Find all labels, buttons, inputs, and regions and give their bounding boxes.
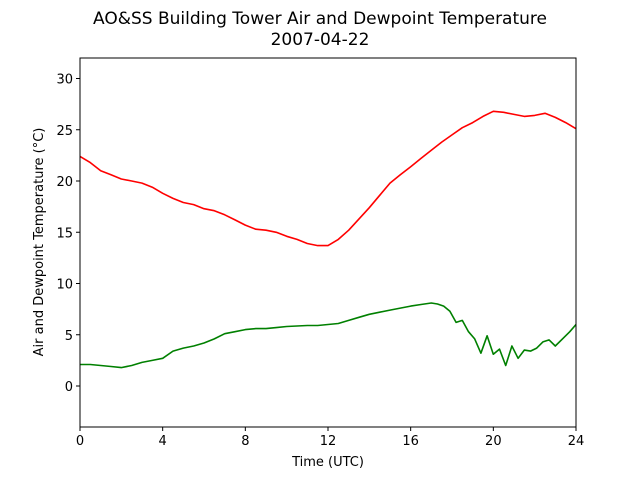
y-tick-label: 5 — [65, 329, 73, 344]
y-tick-label: 20 — [56, 175, 73, 190]
y-tick-label: 30 — [56, 73, 73, 88]
x-tick-label: 8 — [241, 434, 249, 449]
series-line-1 — [79, 110, 577, 247]
x-tick-label: 0 — [76, 434, 84, 449]
x-axis: 0 4 8 12 16 20 24 — [76, 427, 584, 449]
plot-area — [79, 110, 577, 369]
x-tick-label: 24 — [568, 434, 585, 449]
x-tick-label: 12 — [320, 434, 337, 449]
y-tick-label: 0 — [65, 380, 73, 395]
x-axis-label: Time (UTC) — [291, 455, 364, 470]
series-line-2 — [80, 302, 577, 369]
x-tick-label: 16 — [402, 434, 419, 449]
y-tick-label: 10 — [56, 278, 73, 293]
chart-subtitle: 2007-04-22 — [271, 30, 370, 50]
y-tick-label: 15 — [56, 226, 73, 241]
x-tick-label: 4 — [159, 434, 167, 449]
chart-title: AO&SS Building Tower Air and Dewpoint Te… — [93, 9, 547, 29]
x-tick-label: 20 — [485, 434, 502, 449]
y-axis-label: Air and Dewpoint Temperature (°C) — [32, 128, 47, 357]
y-axis: 0 5 10 15 20 25 30 — [56, 73, 80, 395]
y-tick-label: 25 — [56, 124, 73, 139]
